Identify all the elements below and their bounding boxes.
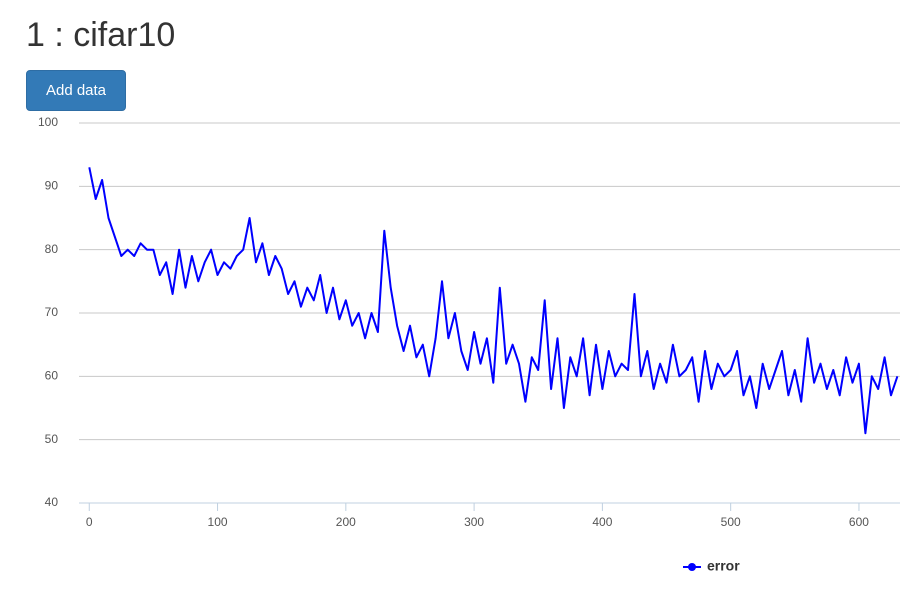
y-tick-label: 50	[45, 432, 59, 446]
x-tick-label: 200	[336, 515, 356, 529]
x-tick-label: 0	[86, 515, 93, 529]
y-tick-label: 70	[45, 305, 59, 319]
x-tick-label: 600	[849, 515, 869, 529]
data-line	[88, 167, 899, 435]
y-tick-label: 100	[38, 115, 58, 129]
y-tick-label: 40	[45, 495, 59, 509]
y-tick-label: 80	[45, 242, 59, 256]
x-tick-label: 500	[721, 515, 741, 529]
legend-marker	[688, 563, 696, 571]
x-tick-label: 400	[592, 515, 612, 529]
y-tick-label: 60	[45, 369, 59, 383]
page-title: 1 : cifar10	[26, 16, 176, 54]
y-tick-label: 90	[45, 179, 59, 193]
add-data-button[interactable]: Add data	[26, 70, 126, 111]
x-tick-label: 100	[208, 515, 228, 529]
x-tick-label: 300	[464, 515, 484, 529]
legend-label: error	[707, 558, 740, 574]
